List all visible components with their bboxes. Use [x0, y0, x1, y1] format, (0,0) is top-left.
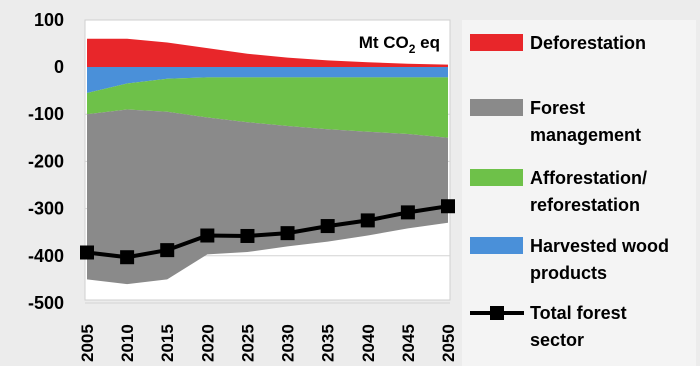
legend-swatch: [470, 34, 523, 51]
total-marker: [280, 226, 295, 241]
legend-swatch: [470, 237, 523, 254]
total-marker: [441, 199, 455, 214]
total-marker: [360, 213, 375, 228]
area-deforestation: [87, 38, 448, 67]
x-tick-label: 2020: [198, 324, 217, 362]
total-forest-sector-line: [86, 204, 449, 260]
y-axis: 100 0 -100 -200 -300 -400 -500: [28, 10, 64, 313]
legend-label: Harvested wood products: [530, 236, 669, 283]
total-marker: [320, 219, 335, 234]
y-tick-label: 100: [34, 10, 64, 30]
x-tick-label: 2010: [118, 324, 137, 362]
area-afforestation-reforestation: [87, 77, 448, 138]
legend-marker: [490, 306, 504, 320]
legend-label: Deforestation: [530, 33, 646, 53]
legend-label: Total forest sector: [530, 303, 627, 350]
total-marker: [80, 245, 94, 260]
x-axis: 2005 2010 2015 2020 2025 2030 2035 2040 2045 2050: [78, 324, 458, 362]
x-tick-label: 2015: [158, 324, 177, 362]
legend-item-afforestation-reforestation: Afforestation/reforestation: [470, 168, 647, 215]
x-tick-label: 2040: [359, 324, 378, 362]
y-tick-label: -100: [28, 104, 64, 124]
legend-item-harvested-wood-products: Harvested wood products: [470, 236, 669, 283]
x-tick-label: 2025: [238, 324, 257, 362]
legend-swatch: [470, 99, 523, 116]
legend: Deforestation Forest management Afforestati…: [470, 33, 669, 350]
unit-label: Mt CO2 eq: [359, 33, 440, 56]
legend-label: Afforestation/reforestation: [530, 168, 647, 215]
y-tick-label: -400: [28, 246, 64, 266]
legend-item-deforestation: Deforestation: [470, 33, 646, 53]
y-tick-label: -500: [28, 293, 64, 313]
total-marker: [120, 250, 135, 265]
total-marker: [200, 228, 215, 243]
total-marker: [160, 243, 175, 258]
area-forest-management: [87, 109, 448, 285]
legend-swatch: [470, 169, 523, 186]
legend-label: Forest management: [530, 98, 641, 145]
total-line-group: [80, 199, 455, 265]
area-harvested-wood-products: [87, 67, 448, 93]
total-marker: [240, 228, 255, 243]
stacked-areas: [87, 38, 448, 285]
y-tick-label: 0: [54, 57, 64, 77]
x-tick-label: 2035: [319, 324, 338, 362]
total-marker: [400, 205, 415, 220]
legend-item-total-forest-sector: Total forest sector: [470, 303, 627, 350]
y-tick-label: -300: [28, 199, 64, 219]
x-tick-label: 2045: [399, 324, 418, 362]
legend-item-forest-management: Forest management: [470, 98, 641, 145]
y-tick-label: -200: [28, 151, 64, 171]
x-tick-label: 2030: [279, 324, 298, 362]
x-tick-label: 2050: [439, 324, 458, 362]
x-tick-label: 2005: [78, 324, 97, 362]
